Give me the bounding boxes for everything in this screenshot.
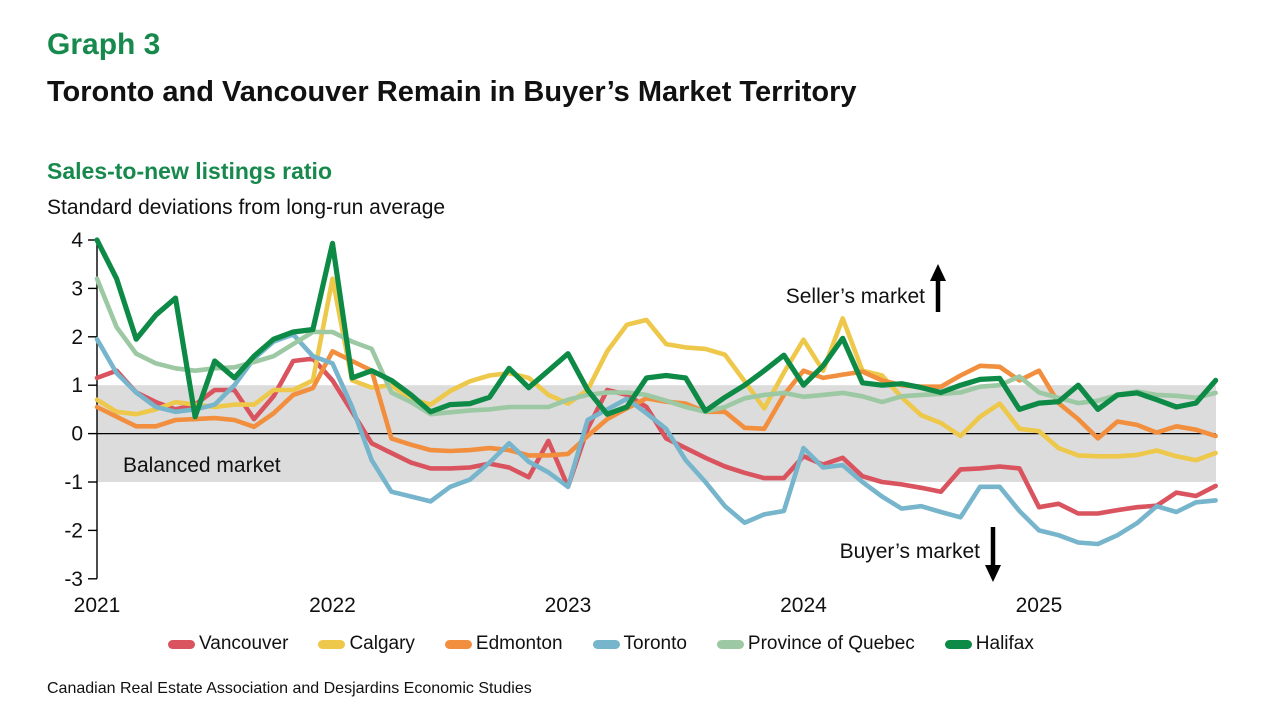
legend-label: Toronto [623, 633, 687, 654]
sellers-market-up-arrow [930, 264, 946, 312]
chart-units-label: Standard deviations from long-run averag… [47, 196, 446, 219]
graph-number-label: Graph 3 [47, 28, 161, 61]
legend-item-province-of-quebec: Province of Quebec [716, 633, 915, 655]
legend-item-calgary: Calgary [318, 633, 415, 655]
legend-label: Vancouver [199, 633, 289, 654]
legend-color-chip [944, 639, 972, 649]
x-tick-label-2021: 2021 [74, 594, 121, 617]
legend-color-chip [592, 639, 620, 649]
series-line-province-of-quebec [94, 276, 1218, 417]
legend-item-toronto: Toronto [592, 633, 687, 655]
axes: 4 3 2 1 0 -1 -2 -3 2021 2022 2023 2024 2025 [64, 229, 1216, 617]
legend-color-chip [168, 639, 195, 649]
y-tick-label: -2 [64, 519, 83, 542]
x-tick-label-2022: 2022 [309, 594, 356, 617]
legend-item-halifax: Halifax [944, 633, 1034, 655]
legend-color-chip [716, 639, 744, 649]
y-tick-label: -3 [64, 568, 83, 591]
y-tick-label: 2 [71, 326, 83, 349]
legend-label: Province of Quebec [747, 633, 915, 654]
y-tick-label: -1 [64, 471, 83, 494]
legend-label: Edmonton [475, 633, 563, 654]
page-title: Toronto and Vancouver Remain in Buyer’s … [47, 76, 857, 108]
y-tick-label: 0 [71, 423, 83, 446]
sellers-market-label: Seller’s market [786, 285, 925, 308]
buyers-market-down-arrow [985, 527, 1001, 582]
series-line-halifax [94, 237, 1219, 420]
x-tick-label-2023: 2023 [545, 594, 592, 617]
legend-color-chip [318, 639, 346, 649]
legend-item-vancouver: Vancouver [168, 633, 288, 655]
balanced-market-label: Balanced market [123, 454, 281, 477]
y-tick-label: 1 [71, 374, 83, 397]
chart-legend: Vancouver Calgary Edmonton Toronto Province … [168, 633, 1034, 655]
x-tick-label-2024: 2024 [780, 594, 827, 617]
chart-subtitle: Sales-to-new listings ratio [47, 158, 332, 184]
buyers-market-label: Buyer’s market [840, 540, 981, 563]
legend-item-edmonton: Edmonton [444, 633, 563, 655]
legend-label: Halifax [975, 633, 1034, 654]
y-tick-label: 3 [71, 277, 83, 300]
x-tick-label-2025: 2025 [1016, 594, 1063, 617]
source-note: Canadian Real Estate Association and Des… [47, 680, 532, 697]
series-line-calgary [94, 276, 1218, 463]
y-tick-label: 4 [71, 229, 83, 252]
legend-color-chip [444, 639, 472, 649]
series-lines [94, 237, 1219, 547]
legend-label: Calgary [349, 633, 415, 654]
